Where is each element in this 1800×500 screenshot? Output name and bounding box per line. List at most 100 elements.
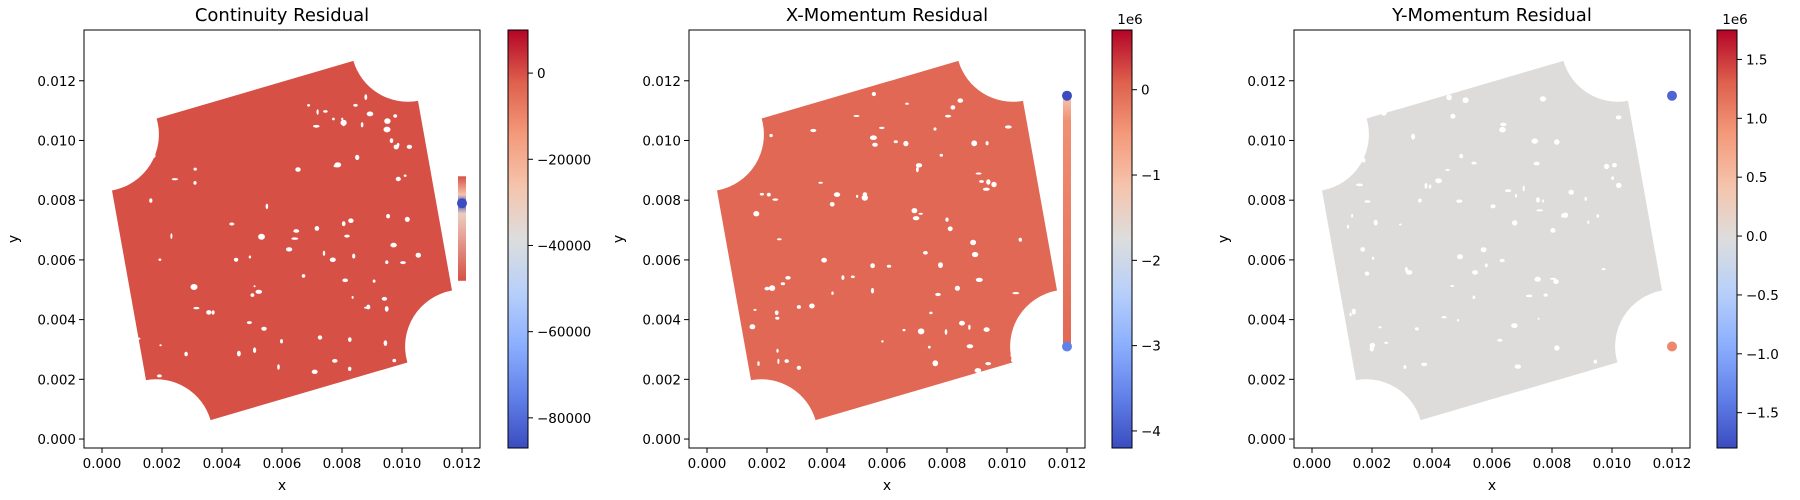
gap-mark [985,141,989,146]
gap-mark [248,255,252,259]
gap-mark [229,222,235,226]
gap-mark [1346,224,1350,229]
gap-mark [170,233,173,239]
gap-mark [947,226,953,232]
gap-mark [159,344,162,347]
gap-mark [902,328,906,332]
gap-mark [753,211,760,217]
gap-mark [333,164,339,168]
gap-mark [1504,189,1512,193]
gap-mark [784,359,789,363]
x-tick-label: 0.010 [383,456,422,472]
x-tick-label: 0.000 [1293,456,1332,472]
colorbar: 0 −1 −2 −3 −4 1e6 [1111,12,1161,449]
gap-mark [291,237,299,240]
gap-mark [893,140,898,144]
gap-mark [314,226,320,231]
residual-field [112,60,452,421]
gap-mark [809,303,815,309]
x-tick-label: 0.008 [928,456,967,472]
colorbar-tick-label: 0 [537,66,546,82]
x-tick-label: 0.000 [83,456,122,472]
gap-mark [171,178,179,181]
colorbar-tick-label: −60000 [537,325,591,341]
gap-mark [916,166,919,173]
y-tick-label: 0.008 [642,193,681,209]
gap-mark [1406,100,1409,104]
gap-mark [769,285,776,291]
gap-mark [777,358,780,365]
gap-mark [250,293,255,297]
gap-mark [1456,199,1463,203]
gap-mark [277,364,280,370]
gap-mark [974,368,982,373]
gap-mark [1601,268,1606,271]
gap-mark [772,198,779,201]
gap-mark [301,274,306,278]
x-tick-label: 0.002 [143,456,182,472]
gap-mark [1351,213,1354,218]
gap-mark [975,172,982,175]
gap-mark [929,311,933,315]
gap-mark [406,144,413,149]
gap-mark [1497,338,1503,342]
gap-mark [363,306,371,309]
y-axis-label: y [611,235,627,243]
gap-mark [384,118,391,124]
gap-mark [1499,258,1505,263]
gap-mark [400,261,406,265]
gap-mark [1472,270,1478,275]
gap-mark [1364,271,1370,276]
gap-mark [322,250,326,256]
gap-mark [293,229,300,233]
gap-mark [253,285,256,288]
colorbar-scale [1111,29,1133,449]
gap-mark [1562,212,1569,218]
gap-mark [1364,200,1371,203]
x-tick-label: 0.002 [748,456,787,472]
gap-mark [1539,96,1547,102]
gap-mark [341,117,344,121]
gap-mark [743,137,751,143]
gap-mark [938,262,943,268]
gap-mark [329,257,336,263]
gap-mark [966,344,974,349]
gap-mark [1421,362,1428,367]
gap-mark [311,369,318,374]
gap-mark [1568,189,1574,195]
colorbar-tick-label: −0.5 [1746,288,1779,304]
gap-mark [366,111,374,117]
gap-mark [944,329,948,335]
gap-mark [364,94,368,100]
gap-mark [1403,365,1407,369]
gap-mark [1484,263,1488,268]
gap-mark [957,98,964,103]
y-tick-label: 0.004 [37,313,76,329]
gap-mark [1381,110,1387,116]
gap-mark [918,212,923,215]
gap-mark [1512,220,1518,226]
gap-mark [841,275,845,280]
gap-mark [1361,157,1366,163]
gap-mark [1012,292,1020,295]
x-tick-label: 0.006 [868,456,907,472]
gap-mark [348,218,354,223]
gap-mark [766,192,771,197]
gap-mark [332,117,335,121]
gap-mark [383,340,388,346]
gap-mark [393,114,398,118]
x-tick-label: 0.008 [1533,456,1572,472]
y-tick-label: 0.002 [642,372,681,388]
gap-mark [1360,247,1366,252]
gap-mark [777,238,782,241]
gap-mark [1543,293,1548,297]
gap-mark [764,286,770,291]
gap-mark [390,242,397,248]
gap-mark [932,360,939,367]
gap-mark [915,163,923,168]
highlight-point [1062,90,1072,101]
gap-mark [416,312,422,315]
gap-mark [395,176,401,182]
gap-mark [975,277,983,282]
x-tick-label: 0.002 [1353,456,1392,472]
